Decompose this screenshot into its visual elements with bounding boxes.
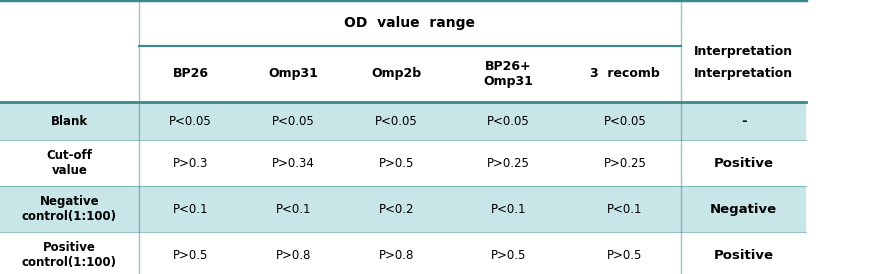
Text: Omp31: Omp31	[269, 67, 318, 81]
Bar	[139, 0, 681, 46]
Bar	[139, 46, 242, 102]
Text: Positive
control(1:100): Positive control(1:100)	[22, 241, 117, 269]
Text: Negative: Negative	[711, 202, 777, 216]
Text: P>0.8: P>0.8	[379, 249, 414, 261]
Text: P<0.05: P<0.05	[604, 115, 646, 128]
Text: Positive: Positive	[714, 157, 773, 170]
Text: BP26: BP26	[172, 67, 209, 81]
Bar	[0, 186, 806, 232]
Text: -: -	[741, 115, 746, 128]
Text: Omp2b: Omp2b	[372, 67, 421, 81]
Bar	[448, 46, 569, 102]
Bar	[345, 46, 448, 102]
Text: Negative
control(1:100): Negative control(1:100)	[22, 195, 117, 223]
Text: P>0.34: P>0.34	[272, 157, 314, 170]
Text: Blank: Blank	[51, 115, 88, 128]
Text: P<0.1: P<0.1	[173, 202, 208, 216]
Text: P<0.05: P<0.05	[375, 115, 418, 128]
Text: BP26+
Omp31: BP26+ Omp31	[484, 60, 533, 88]
Text: P>0.5: P>0.5	[379, 157, 414, 170]
Bar	[0, 232, 806, 274]
Bar	[681, 46, 806, 102]
Bar	[0, 0, 806, 46]
Bar	[242, 46, 345, 102]
Bar	[681, 0, 806, 102]
Text: P<0.05: P<0.05	[487, 115, 530, 128]
Text: P<0.1: P<0.1	[276, 202, 311, 216]
Bar	[0, 140, 806, 186]
Text: P>0.25: P>0.25	[604, 157, 646, 170]
Text: P>0.8: P>0.8	[276, 249, 311, 261]
Text: OD  value  range: OD value range	[344, 16, 476, 30]
Text: P<0.1: P<0.1	[607, 202, 642, 216]
Text: P>0.5: P>0.5	[607, 249, 642, 261]
Text: Interpretation: Interpretation	[694, 44, 793, 58]
Text: P<0.1: P<0.1	[491, 202, 526, 216]
Text: Interpretation: Interpretation	[694, 67, 793, 81]
Bar	[0, 102, 806, 140]
Text: Positive: Positive	[714, 249, 773, 261]
Text: P>0.25: P>0.25	[487, 157, 530, 170]
Text: P<0.05: P<0.05	[169, 115, 211, 128]
Text: P>0.5: P>0.5	[173, 249, 208, 261]
Text: P>0.3: P>0.3	[173, 157, 208, 170]
Text: 3  recomb: 3 recomb	[590, 67, 659, 81]
Bar	[569, 46, 681, 102]
Text: P<0.2: P<0.2	[379, 202, 414, 216]
Text: P>0.5: P>0.5	[491, 249, 526, 261]
Text: Cut-off
value: Cut-off value	[47, 149, 92, 177]
Text: P<0.05: P<0.05	[272, 115, 314, 128]
